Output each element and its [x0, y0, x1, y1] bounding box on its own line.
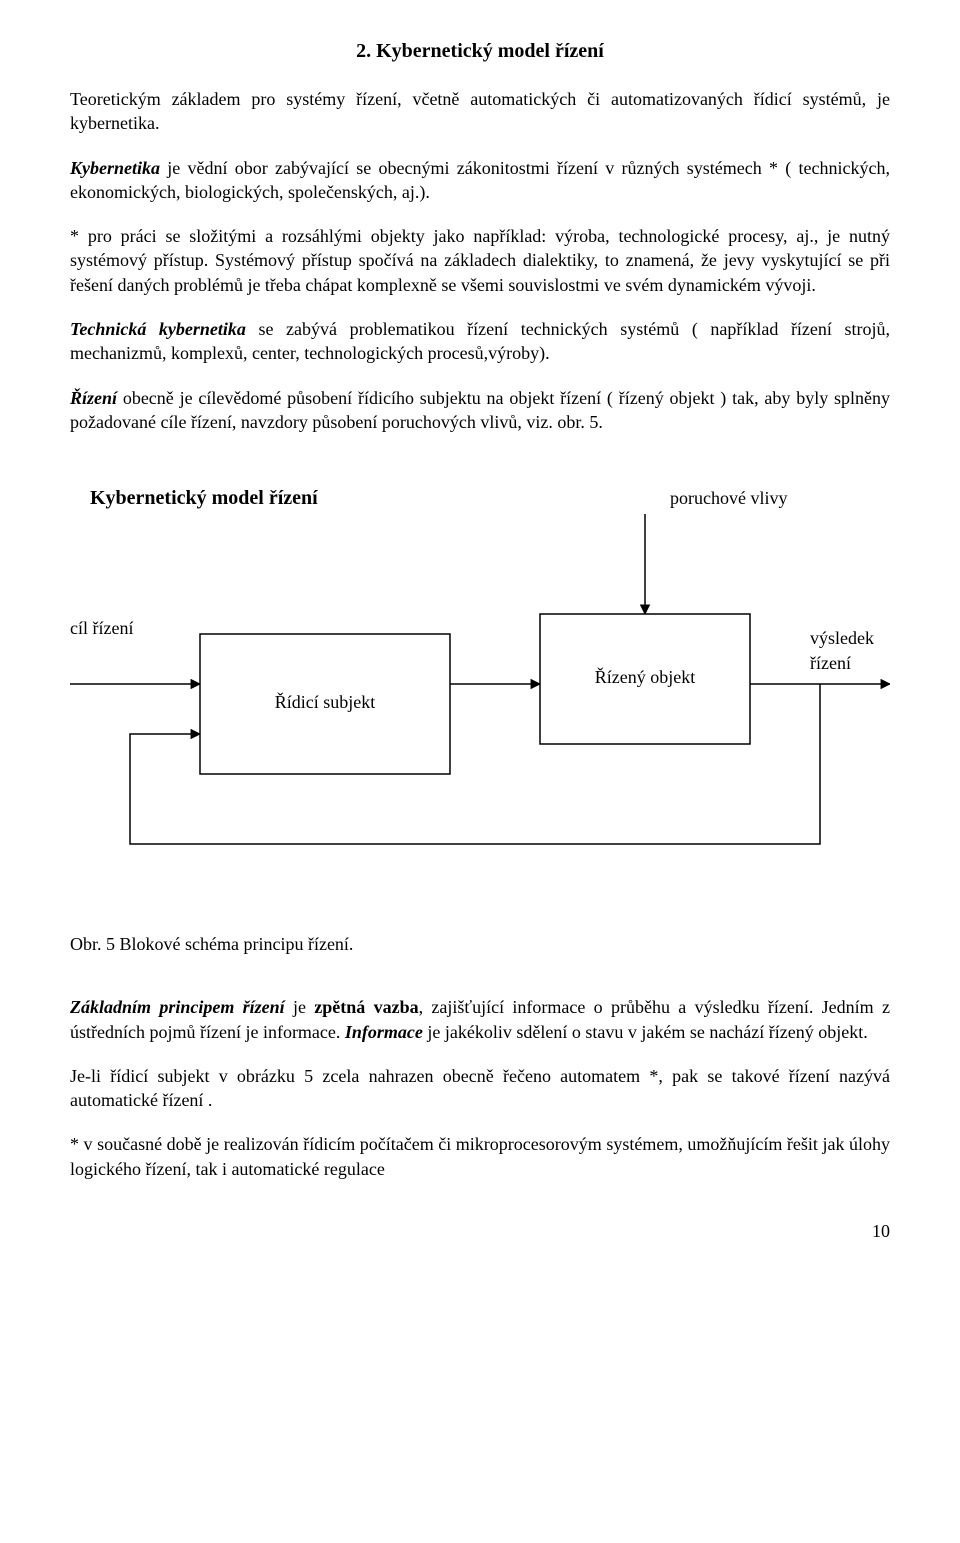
paragraph-6: Základním principem řízení je zpětná vaz… — [70, 995, 890, 1044]
paragraph-1: Teoretickým základem pro systémy řízení,… — [70, 87, 890, 136]
diagram-container: Řídicí subjekt Řízený objekt Kybernetický … — [70, 474, 890, 894]
paragraph-8: * v současné době je realizován řídicím … — [70, 1132, 890, 1181]
page-content: 2. Kybernetický model řízení Teoretickým… — [0, 0, 960, 1282]
p6-rest: je jakékoliv sdělení o stavu v jakém se … — [423, 1022, 868, 1042]
diagram-label-vys1: výsledek — [810, 628, 874, 648]
diagram-node-label-subject: Řídicí subjekt — [275, 691, 376, 712]
paragraph-3: * pro práci se složitými a rozsáhlými ob… — [70, 224, 890, 297]
diagram-node-label-object: Řízený objekt — [595, 666, 695, 687]
p5-rest: obecně je cílevědomé působení řídicího s… — [70, 388, 890, 432]
diagram-label-vys2: řízení — [810, 653, 851, 673]
p1-text: Teoretickým základem pro systémy řízení,… — [70, 89, 890, 133]
diagram-label-poruch: poruchové vlivy — [670, 488, 787, 508]
cybernetic-diagram: Řídicí subjekt Řízený objekt Kybernetický … — [70, 474, 890, 894]
paragraph-2: Kybernetika je vědní obor zabývající se … — [70, 156, 890, 205]
p5-lead: Řízení — [70, 388, 117, 408]
page-number: 10 — [70, 1221, 890, 1242]
p6-bold2: zpětná vazba — [314, 997, 418, 1017]
figure-caption: Obr. 5 Blokové schéma principu řízení. — [70, 934, 890, 955]
p4-lead: Technická kybernetika — [70, 319, 246, 339]
p2-rest: je vědní obor zabývající se obecnými zák… — [70, 158, 890, 202]
p2-lead: Kybernetika — [70, 158, 160, 178]
paragraph-4: Technická kybernetika se zabývá problema… — [70, 317, 890, 366]
paragraph-5: Řízení obecně je cílevědomé působení říd… — [70, 386, 890, 435]
paragraph-7: Je-li řídicí subjekt v obrázku 5 zcela n… — [70, 1064, 890, 1113]
p6-bold3: Informace — [345, 1022, 423, 1042]
p6-lead: Základním principem řízení — [70, 997, 285, 1017]
p6-mid1: je — [285, 997, 315, 1017]
diagram-label-cil1: cíl řízení — [70, 618, 133, 638]
section-heading: 2. Kybernetický model řízení — [70, 40, 890, 63]
diagram-label-title: Kybernetický model řízení — [90, 487, 318, 509]
